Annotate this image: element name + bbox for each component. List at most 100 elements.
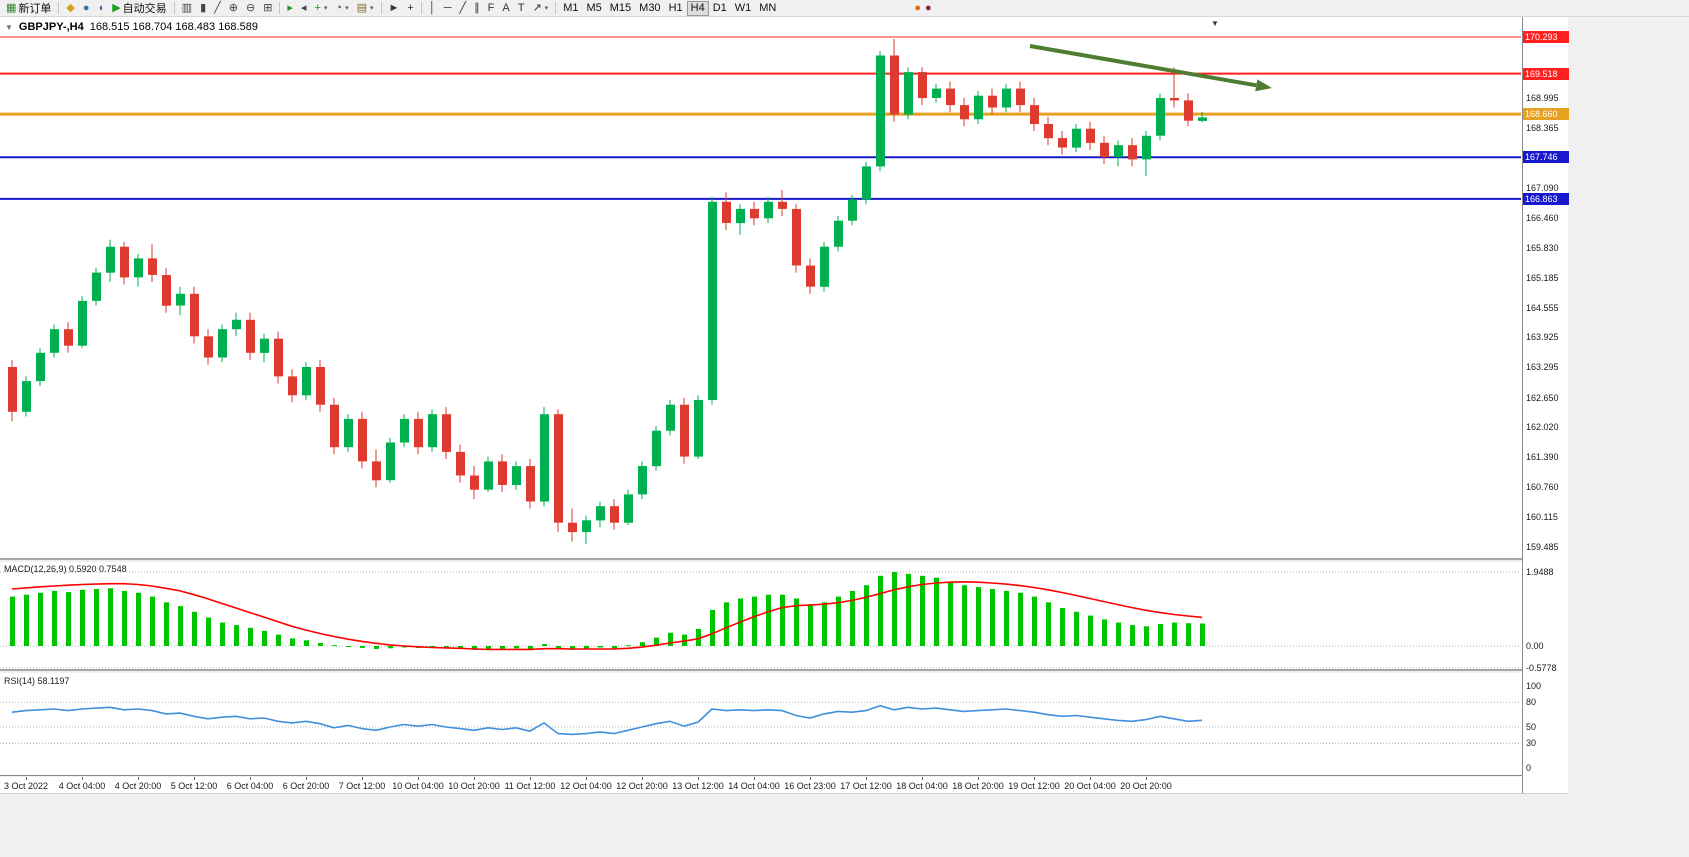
time-axis-label: 7 Oct 12:00	[338, 781, 386, 791]
bar-chart-button[interactable]: ▥	[178, 1, 196, 16]
vertical-line-button[interactable]: │	[425, 1, 440, 16]
fibonacci-button[interactable]: F	[484, 1, 499, 16]
time-axis-label: 11 Oct 12:00	[504, 781, 556, 791]
tf-mn-button[interactable]: MN	[755, 1, 780, 16]
tf-m5-button[interactable]: M5	[582, 1, 605, 16]
price-chart-panel[interactable]	[0, 17, 1522, 560]
clock-icon: ◔	[335, 1, 343, 14]
time-axis-label: 17 Oct 12:00	[840, 781, 892, 791]
new-order-chart-icon: ▦	[6, 1, 17, 14]
tf-m5-button-label: M5	[586, 2, 602, 14]
crosshair-button[interactable]: +	[403, 1, 417, 16]
alerts-button[interactable]: ◆	[62, 1, 78, 16]
time-tick	[1146, 777, 1147, 780]
tf-m1-button-label: M1	[563, 2, 579, 14]
arrows-tool-button[interactable]: ↗ ▾	[528, 1, 552, 16]
fibonacci-icon: F	[487, 1, 495, 14]
cursor-arrow-icon: ►	[388, 1, 400, 14]
time-axis-label: 16 Oct 23:00	[784, 781, 836, 791]
indicators-button[interactable]: + ▾	[310, 1, 331, 16]
chart-shift-marker-icon[interactable]: ▼	[1211, 19, 1219, 28]
rsi-scale-label: 30	[1526, 738, 1537, 749]
rsi-indicator-label: RSI(14) 58.1197	[4, 676, 70, 686]
time-tick	[810, 777, 811, 780]
tf-h1-button-label: H1	[668, 2, 683, 14]
time-axis-label: 20 Oct 20:00	[1120, 781, 1172, 791]
tf-m1-button[interactable]: M1	[559, 1, 582, 16]
price-axis[interactable]: 168.995 168.365 167.090 166.460 165.830 165.1…	[1522, 17, 1569, 793]
tf-w1-button-label: W1	[734, 2, 752, 14]
auto-scroll-button[interactable]: ▸	[283, 1, 297, 16]
horizontal-line-button[interactable]: ─	[440, 1, 456, 16]
zoom-out-button[interactable]: ⊖	[242, 1, 259, 16]
tf-m15-button[interactable]: M15	[606, 1, 635, 16]
axis-price-label: 163.925	[1526, 332, 1559, 343]
tf-h4-button[interactable]: H4	[686, 0, 709, 16]
candlestick-chart-button[interactable]: ▮	[196, 1, 210, 16]
news-feed-button[interactable]: ◖	[94, 1, 109, 16]
ohlc-values-label: 168.515 168.704 168.483 168.589	[89, 21, 258, 33]
toolbar: ▦ 新订单 ◆ ● ◖ ▶ 自动交易 ▥ ▮ ╱ ⊕ ⊖ ⊞ ▸ ◂ + ▾ ◔ ▾ ▤ ▾ ► + │ ─ ╱ ∥ F A T ↗ ▾ M1 M…	[0, 0, 1689, 17]
time-tick	[82, 777, 83, 780]
price-line-tag: 168.660	[1523, 108, 1569, 121]
channel-button[interactable]: ∥	[470, 1, 484, 16]
play-icon: ▶	[112, 1, 121, 14]
rsi-panel[interactable]	[0, 673, 1522, 776]
time-axis-label: 10 Oct 04:00	[392, 781, 444, 791]
time-tick	[1034, 777, 1035, 780]
axis-price-label: 162.650	[1526, 392, 1559, 403]
time-axis-label: 6 Oct 20:00	[282, 781, 330, 791]
window-background-bottom	[0, 793, 1689, 857]
text-button[interactable]: A	[498, 1, 513, 16]
time-axis-label: 12 Oct 20:00	[616, 781, 668, 791]
axis-price-label: 165.830	[1526, 242, 1559, 253]
text-label-icon: T	[517, 1, 525, 14]
time-axis[interactable]: 3 Oct 2022 4 Oct 04:00 4 Oct 20:00 5 Oct 12…	[0, 777, 1522, 793]
toolbar-separator	[555, 2, 557, 14]
time-tick	[754, 777, 755, 780]
tf-m15-button-label: M15	[609, 2, 632, 14]
toolbar-separator	[420, 2, 422, 14]
zoom-in-button[interactable]: ⊕	[225, 1, 242, 16]
chart-expand-icon[interactable]: ▼	[5, 22, 13, 32]
tf-m30-button[interactable]: M30	[635, 1, 664, 16]
axis-price-label: 163.295	[1526, 362, 1559, 373]
price-line-tag: 169.518	[1523, 67, 1569, 80]
tile-windows-button[interactable]: ⊞	[259, 1, 276, 16]
autotrade-button[interactable]: ▶ 自动交易	[108, 1, 170, 16]
line-chart-button[interactable]: ╱	[210, 1, 225, 16]
market-watch-button[interactable]: ●	[79, 1, 94, 16]
tf-h1-button[interactable]: H1	[665, 1, 687, 16]
periods-button[interactable]: ◔ ▾	[331, 1, 352, 16]
crosshair-icon: +	[407, 1, 414, 14]
trendline-button[interactable]: ╱	[456, 1, 471, 16]
tf-d1-button[interactable]: D1	[709, 1, 731, 16]
indicators-plus-icon: +	[314, 1, 321, 14]
axis-price-label: 164.555	[1526, 302, 1559, 313]
macd-scale-label: 1.9488	[1526, 567, 1554, 577]
tf-w1-button[interactable]: W1	[731, 1, 756, 16]
price-line-tag: 166.863	[1523, 192, 1569, 205]
axis-price-label: 162.020	[1526, 422, 1559, 433]
time-tick	[1090, 777, 1091, 780]
time-tick	[26, 777, 27, 780]
text-label-button[interactable]: T	[514, 1, 529, 16]
people-icon: ●	[82, 1, 90, 14]
time-tick	[362, 777, 363, 780]
chart-shift-button[interactable]: ◂	[297, 1, 311, 16]
time-tick	[698, 777, 699, 780]
axis-price-label: 167.090	[1526, 183, 1559, 194]
time-axis-label: 20 Oct 04:00	[1064, 781, 1116, 791]
alert-status-icon[interactable]: ●	[925, 2, 932, 14]
time-tick	[642, 777, 643, 780]
account-status-icon[interactable]: ●	[914, 2, 922, 14]
autotrade-button-label: 自动交易	[122, 3, 167, 15]
tf-m30-button-label: M30	[639, 2, 661, 14]
macd-panel[interactable]	[0, 562, 1522, 671]
templates-button[interactable]: ▤ ▾	[353, 1, 378, 16]
time-axis-label: 18 Oct 04:00	[896, 781, 948, 791]
new-order-button[interactable]: ▦ 新订单	[2, 1, 55, 16]
time-axis-label: 4 Oct 04:00	[58, 781, 106, 791]
dropdown-caret-icon: ▾	[323, 5, 328, 12]
cursor-button[interactable]: ►	[385, 1, 404, 16]
